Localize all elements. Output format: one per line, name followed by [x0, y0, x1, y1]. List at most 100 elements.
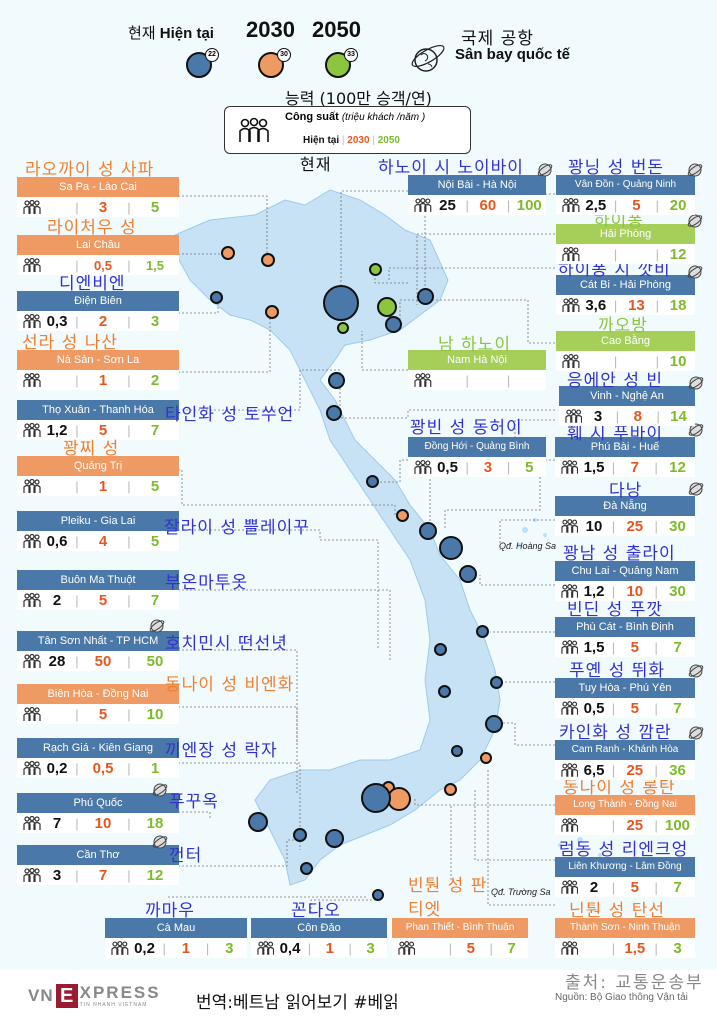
airport-card-bienhoa[interactable]: 동나이 성 비엔화 Biên Hòa - Đồng Nai | 5 | 10: [17, 675, 293, 724]
airport-card-nasan[interactable]: 선라 성 나산 Nà Sản - Sơn La | 1 | 2: [17, 333, 179, 390]
airport-card-haiphong[interactable]: 하이퐁 Hải Phòng | | 12: [556, 211, 703, 264]
capacity-current: 28: [48, 652, 66, 670]
capacity-current: 6,5: [583, 761, 605, 779]
airport-card-rachgia[interactable]: 끼엔장 성 락자 Rạch Giá - Kiên Giang 0,2 | 0,5 | 1: [17, 738, 277, 778]
legend-current-vi: Hiện tại: [159, 25, 214, 42]
airport-card-vinh[interactable]: 응에안 성 빈 Vinh - Nghệ An 3 | 8 | 14: [559, 371, 704, 426]
airport-card-pleiku[interactable]: 잘라이 성 쁠레이꾸 Pleiku - Gia Lai 0,6 | 4 | 5: [17, 511, 309, 551]
airport-card-buonmathuot[interactable]: 부온마투옷 Buôn Ma Thuột 2 | 5 | 7: [17, 570, 247, 610]
capacity-unit: (triệu khách /năm ): [341, 112, 426, 123]
airport-name-kr: 남 하노이: [438, 335, 511, 355]
legend-capacity-kr: 능력 (100만 승객/연): [285, 89, 432, 108]
airport-card-phucat[interactable]: 빈딘 성 푸깟 Phù Cát - Bình Định 1,5 | 5 | 7: [555, 600, 695, 657]
airport-card-vandon[interactable]: 꽝닝 성 번돈 Vân Đồn - Quảng Ninh 2,5 | 5 | 20: [556, 158, 703, 215]
map-dot-pleiku[interactable]: [434, 643, 447, 656]
airport-card-thoxuan[interactable]: 타인화 성 토쑤언 Thọ Xuân - Thanh Hóa 1,2 | 5 | 7: [17, 400, 293, 440]
airport-name-vi: Cao Bằng: [556, 331, 695, 351]
map-dot-catbi[interactable]: [385, 316, 402, 333]
capacity-2030: 60: [479, 196, 497, 214]
map-dot-camranh[interactable]: [485, 715, 503, 733]
map-dot-thoxuan[interactable]: [328, 372, 345, 389]
airport-card-laichau[interactable]: 라이처우 성 Lai Châu | 0,5 | 1,5: [17, 218, 179, 275]
airport-name-kr: 꽝닝 성 번돈: [568, 158, 665, 178]
capacity-2050: 7: [150, 591, 160, 609]
map-dot-tuyhoa[interactable]: [490, 676, 503, 689]
airport-card-sapa[interactable]: 라오까이 성 사파 Sa Pa - Lào Cai | 3 | 5: [17, 160, 179, 217]
map-dot-noibai[interactable]: [323, 285, 359, 321]
map-dot-donghoi[interactable]: [366, 475, 379, 488]
airport-card-camau[interactable]: 까마우 Cà Mau 0,2 | 1 | 3: [105, 901, 247, 958]
map-dot-thanhson[interactable]: [480, 752, 492, 764]
label-hoang-sa: Qđ. Hoàng Sa: [499, 541, 557, 551]
map-dot-phanthiet[interactable]: [444, 783, 457, 796]
map-dot-phucat[interactable]: [476, 625, 489, 638]
airport-card-condao[interactable]: 꼰다오 Côn Đảo 0,4 | 1 | 3: [251, 901, 387, 958]
airport-card-phanthiet[interactable]: 빈퉌 성 판티엣 Phan Thiết - Bình Thuận | 5 | 7: [392, 876, 528, 958]
people-icon: [561, 460, 579, 474]
airport-card-chulai[interactable]: 꽝남 성 출라이 Chu Lai - Quảng Nam 1,2 | 10 | 30: [555, 544, 695, 601]
map-dot-camau[interactable]: [300, 862, 313, 875]
label-truong-sa: Qđ. Trường Sa: [491, 887, 551, 897]
map-dot-quangtri[interactable]: [396, 509, 409, 522]
airport-name-kr: 잘라이 성 쁠레이꾸: [164, 518, 310, 538]
map-dot-lienkhuong[interactable]: [451, 745, 463, 757]
airport-card-tansonnhat[interactable]: 호치민시 떤선녓 Tân Sơn Nhất - TP HCM 28 | 50 | 50: [17, 619, 287, 671]
airport-card-noibai[interactable]: 하노이 시 노이바이 Nội Bài - Hà Nội 25 | 60 | 100: [378, 158, 553, 215]
capacity-current: 0,4: [279, 939, 301, 957]
airport-card-donghoi[interactable]: 꽝빈 성 동허이 Đồng Hới - Quảng Bình 0,5 | 3 | 5: [408, 418, 546, 477]
airport-card-catbi[interactable]: 하이퐁 시 깟비 Cát Bi - Hải Phòng 3,6 | 13 | 18: [556, 260, 703, 315]
map-dot-phubai[interactable]: [419, 522, 437, 540]
capacity-current: 0,3: [46, 312, 68, 330]
map-dot-condao[interactable]: [372, 889, 384, 901]
airport-name-vi: Nam Hà Nội: [408, 350, 546, 370]
capacity-current: 7: [52, 814, 62, 832]
map-dot-vinh[interactable]: [326, 405, 342, 421]
airport-card-longthanh[interactable]: 동나이 성 롱탄 Long Thành - Đồng Nai | 25 | 100: [555, 778, 695, 835]
map-dot-tansonnhat[interactable]: [361, 783, 391, 813]
capacity-2050: 7: [673, 699, 682, 717]
map-dot-buonmathuot[interactable]: [438, 685, 451, 698]
capacity-2050: 1: [150, 759, 160, 777]
capacity-2050: 5: [150, 532, 160, 550]
map-dot-rachgia[interactable]: [293, 828, 307, 842]
airport-card-caobang[interactable]: 까오방 Cao Bằng | | 10: [556, 316, 695, 371]
airport-card-phubai[interactable]: 훼 시 푸바이 Phú Bài - Huế 1,5 | 7 | 12: [555, 423, 704, 477]
airport-card-thanhson[interactable]: 닌퉌 성 탄선 Thành Sơn - Ninh Thuận | 1,5 | 3: [555, 901, 695, 958]
capacity-2030: 10: [626, 582, 644, 600]
legend-badge-current: 22: [205, 48, 219, 62]
capacity-2030: 0,5: [93, 257, 113, 273]
map-dot-chulai[interactable]: [459, 565, 477, 583]
map-dot-phuquoc[interactable]: [248, 812, 268, 832]
airport-card-namhanoi[interactable]: 남 하노이 Nam Hà Nội | |: [408, 335, 546, 390]
airport-card-camranh[interactable]: 카인화 성 깜란 Cam Ranh - Khánh Hòa 6,5 | 25 | 36: [555, 723, 704, 780]
airport-card-cantho[interactable]: 껀터 Cần Thơ 3 | 7 | 12: [17, 835, 201, 885]
airport-name-vi: Lai Châu: [17, 235, 179, 255]
vnexpress-logo: VN E XPRESS TIN NHANH VIETNAM: [28, 984, 161, 1008]
airport-card-phuquoc[interactable]: 푸꾸옥 Phú Quốc 7 | 10 | 18: [17, 783, 218, 833]
airport-card-quangtri[interactable]: 꽝찌 성 Quảng Trị | 1 | 5: [17, 439, 179, 496]
capacity-2030: 5: [630, 878, 639, 896]
airport-name-kr: 타인화 성 토쑤언: [165, 405, 295, 425]
capacity-2050: 1,5: [145, 257, 165, 273]
airport-card-dienbien[interactable]: 디엔비엔 Điện Biên 0,3 | 2 | 3: [17, 274, 179, 331]
airport-card-danang[interactable]: 다낭 Đà Nẵng 10 | 25 | 30: [555, 481, 704, 536]
map-dot-haiphong-new[interactable]: [377, 297, 397, 317]
map-dot-nasan[interactable]: [265, 305, 279, 319]
map-dot-laichau[interactable]: [261, 253, 275, 267]
map-dot-vandon[interactable]: [417, 288, 434, 305]
people-icon: [23, 761, 41, 775]
airport-card-lienkhuong[interactable]: 럼동 성 리엔크엉 Liên Khương - Lâm Đồng 2 | 5 | 7: [555, 840, 695, 897]
map-dot-cantho[interactable]: [325, 829, 344, 848]
logo-tagline: TIN NHANH VIETNAM: [79, 1002, 148, 1008]
airport-card-tuyhoa[interactable]: 푸옌 성 뛰화 Tuy Hòa - Phú Yên 0,5 | 5 | 7: [555, 661, 704, 718]
map-dot-namhanoi[interactable]: [337, 322, 349, 334]
map-dot-caobang[interactable]: [369, 263, 382, 276]
map-dot-danang[interactable]: [439, 536, 463, 560]
capacity-2050: 10: [146, 705, 164, 723]
legend-current-kr: 현재: [128, 24, 156, 42]
capacity-current: 1,2: [583, 582, 605, 600]
capacity-2050: 12: [669, 458, 686, 476]
map-dot-dienbien[interactable]: [210, 291, 223, 304]
people-icon: [257, 941, 275, 955]
map-dot-sapa[interactable]: [221, 246, 235, 260]
